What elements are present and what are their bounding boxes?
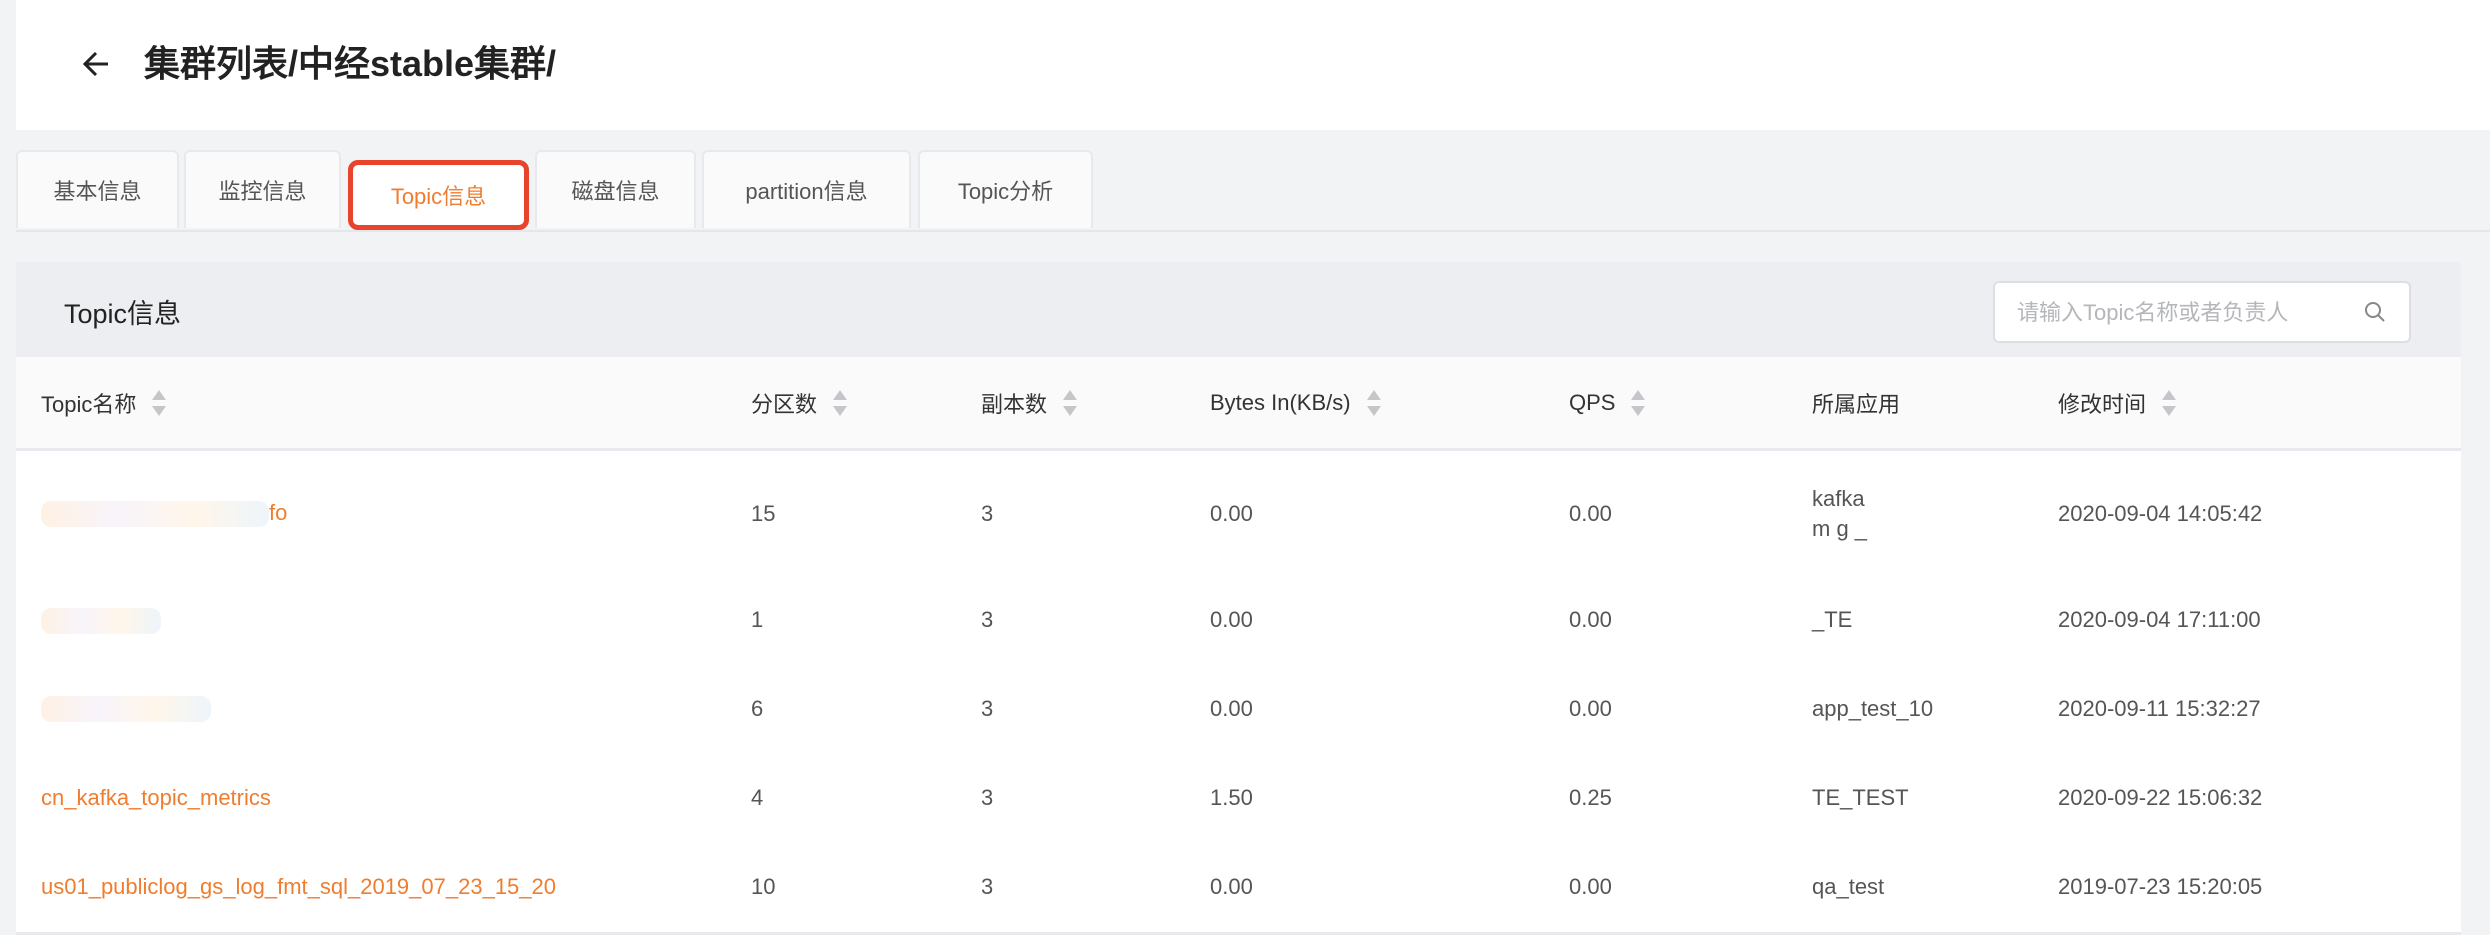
table-row: us01_publiclog_gs_log_fmt_sql_2019_07_23…: [16, 842, 2461, 935]
column-bytes-in[interactable]: Bytes In(KB/s): [1210, 357, 1381, 448]
partitions-cell: 6: [751, 695, 764, 721]
tab-basic-info[interactable]: 基本信息: [16, 150, 179, 228]
bytes-in-cell: 0.00: [1210, 874, 1253, 899]
table-row: fo 15 3 0.00 0.00 kafka m g _ 2020-09-04 14:05:…: [16, 451, 2461, 579]
app-name: _TE: [1812, 607, 1853, 632]
column-qps[interactable]: QPS: [1569, 357, 1646, 448]
tab-monitoring[interactable]: 监控信息: [184, 150, 341, 228]
sort-icon[interactable]: [1631, 389, 1646, 416]
table-row: 1 3 0.00 0.00 _TE 2020-09-04 17:11:00: [16, 576, 2461, 667]
app-cell: kafka m g _: [1812, 451, 1867, 576]
replicas-cell: 3: [981, 874, 994, 899]
search-icon[interactable]: [2363, 300, 2387, 324]
replicas-cell: 3: [981, 500, 994, 526]
partitions-cell: 15: [751, 500, 776, 526]
app-name: TE_TEST: [1812, 784, 1909, 810]
topic-name: fo: [269, 499, 288, 525]
bytes-in-cell: 1.50: [1210, 784, 1253, 810]
tab-topic-analysis[interactable]: Topic分析: [918, 150, 1093, 228]
bytes-in-cell: 0.00: [1210, 500, 1253, 526]
topic-name-link[interactable]: [41, 695, 211, 723]
app-name: qa_test: [1812, 874, 1885, 899]
app-cell: _TE: [1812, 576, 1852, 664]
partitions-cell: 10: [751, 874, 776, 899]
modified-time-cell: 2019-07-23 15:20:05: [2058, 874, 2263, 899]
column-app: 所属应用: [1812, 357, 1900, 448]
sort-icon[interactable]: [2162, 389, 2177, 416]
column-replicas[interactable]: 副本数: [981, 357, 1078, 448]
card-header: Topic信息: [16, 262, 2461, 357]
sort-icon[interactable]: [152, 389, 167, 416]
modified-time-cell: 2020-09-22 15:06:32: [2058, 784, 2263, 810]
page-title: 集群列表/中经stable集群/: [144, 43, 557, 84]
topic-name-link[interactable]: [41, 606, 161, 634]
tab-disk-info[interactable]: 磁盘信息: [535, 150, 696, 228]
bytes-in-cell: 0.00: [1210, 695, 1253, 721]
app-cell: qa_test: [1812, 842, 1884, 932]
table-row: cn_kafka_topic_metrics 4 3 1.50 0.25 TE_TEST 2…: [16, 753, 2461, 845]
column-label: 副本数: [981, 391, 1048, 417]
bytes-in-cell: 0.00: [1210, 607, 1253, 632]
redaction-mask: [41, 696, 211, 723]
tab-bar: 基本信息 监控信息 Topic信息 磁盘信息 partition信息 Topic…: [16, 150, 2490, 232]
app-name: kafka: [1812, 485, 1865, 511]
redaction-mask: [41, 607, 161, 634]
topic-name-link[interactable]: fo: [41, 499, 288, 528]
column-label: Bytes In(KB/s): [1210, 389, 1351, 415]
app-name: app_test_10: [1812, 695, 1934, 721]
topic-name-link[interactable]: us01_publiclog_gs_log_fmt_sql_2019_07_23…: [41, 874, 556, 900]
sort-icon[interactable]: [833, 389, 848, 416]
replicas-cell: 3: [981, 607, 994, 632]
search-input[interactable]: [2015, 283, 2349, 343]
page-header: 集群列表/中经stable集群/: [16, 0, 2490, 130]
table-row: 6 3 0.00 0.00 app_test_10 2020-09-11 15:32:27: [16, 664, 2461, 756]
qps-cell: 0.00: [1569, 695, 1612, 721]
column-label: QPS: [1569, 389, 1616, 415]
topic-name-link[interactable]: cn_kafka_topic_metrics: [41, 785, 271, 811]
column-label: Topic名称: [41, 391, 137, 417]
column-label: 修改时间: [2058, 391, 2147, 417]
sort-icon[interactable]: [1366, 389, 1381, 416]
topic-name: cn_kafka_topic_metrics: [41, 784, 271, 810]
topic-card: Topic信息 Topic名称 分区数 副本数 Bytes In(KB/s) Q…: [16, 262, 2461, 935]
tab-topic-info[interactable]: Topic信息: [348, 160, 529, 230]
tab-partition-info[interactable]: partition信息: [702, 150, 911, 228]
topic-name: us01_publiclog_gs_log_fmt_sql_2019_07_23…: [41, 874, 556, 899]
card-title: Topic信息: [64, 299, 182, 329]
column-partitions[interactable]: 分区数: [751, 357, 848, 448]
sort-icon[interactable]: [1063, 389, 1078, 416]
app-cell: app_test_10: [1812, 664, 1933, 753]
modified-time-cell: 2020-09-04 14:05:42: [2058, 500, 2263, 526]
qps-cell: 0.00: [1569, 874, 1612, 899]
partitions-cell: 4: [751, 784, 764, 810]
column-topic-name[interactable]: Topic名称: [41, 357, 167, 448]
qps-cell: 0.25: [1569, 784, 1612, 810]
partitions-cell: 1: [751, 607, 764, 632]
column-label: 分区数: [751, 391, 818, 417]
app-name-line2: m g _: [1812, 515, 1868, 541]
replicas-cell: 3: [981, 784, 994, 810]
redaction-mask: [41, 501, 269, 528]
column-label: 所属应用: [1812, 391, 1901, 417]
modified-time-cell: 2020-09-04 17:11:00: [2058, 607, 2261, 632]
search-box[interactable]: [1993, 281, 2411, 343]
modified-time-cell: 2020-09-11 15:32:27: [2058, 695, 2261, 721]
replicas-cell: 3: [981, 695, 994, 721]
app-cell: TE_TEST: [1812, 753, 1909, 842]
table-header: Topic名称 分区数 副本数 Bytes In(KB/s) QPS 所属应用 …: [16, 357, 2461, 451]
column-modified[interactable]: 修改时间: [2058, 357, 2177, 448]
qps-cell: 0.00: [1569, 500, 1612, 526]
arrow-left-icon[interactable]: [78, 44, 118, 84]
qps-cell: 0.00: [1569, 607, 1612, 632]
